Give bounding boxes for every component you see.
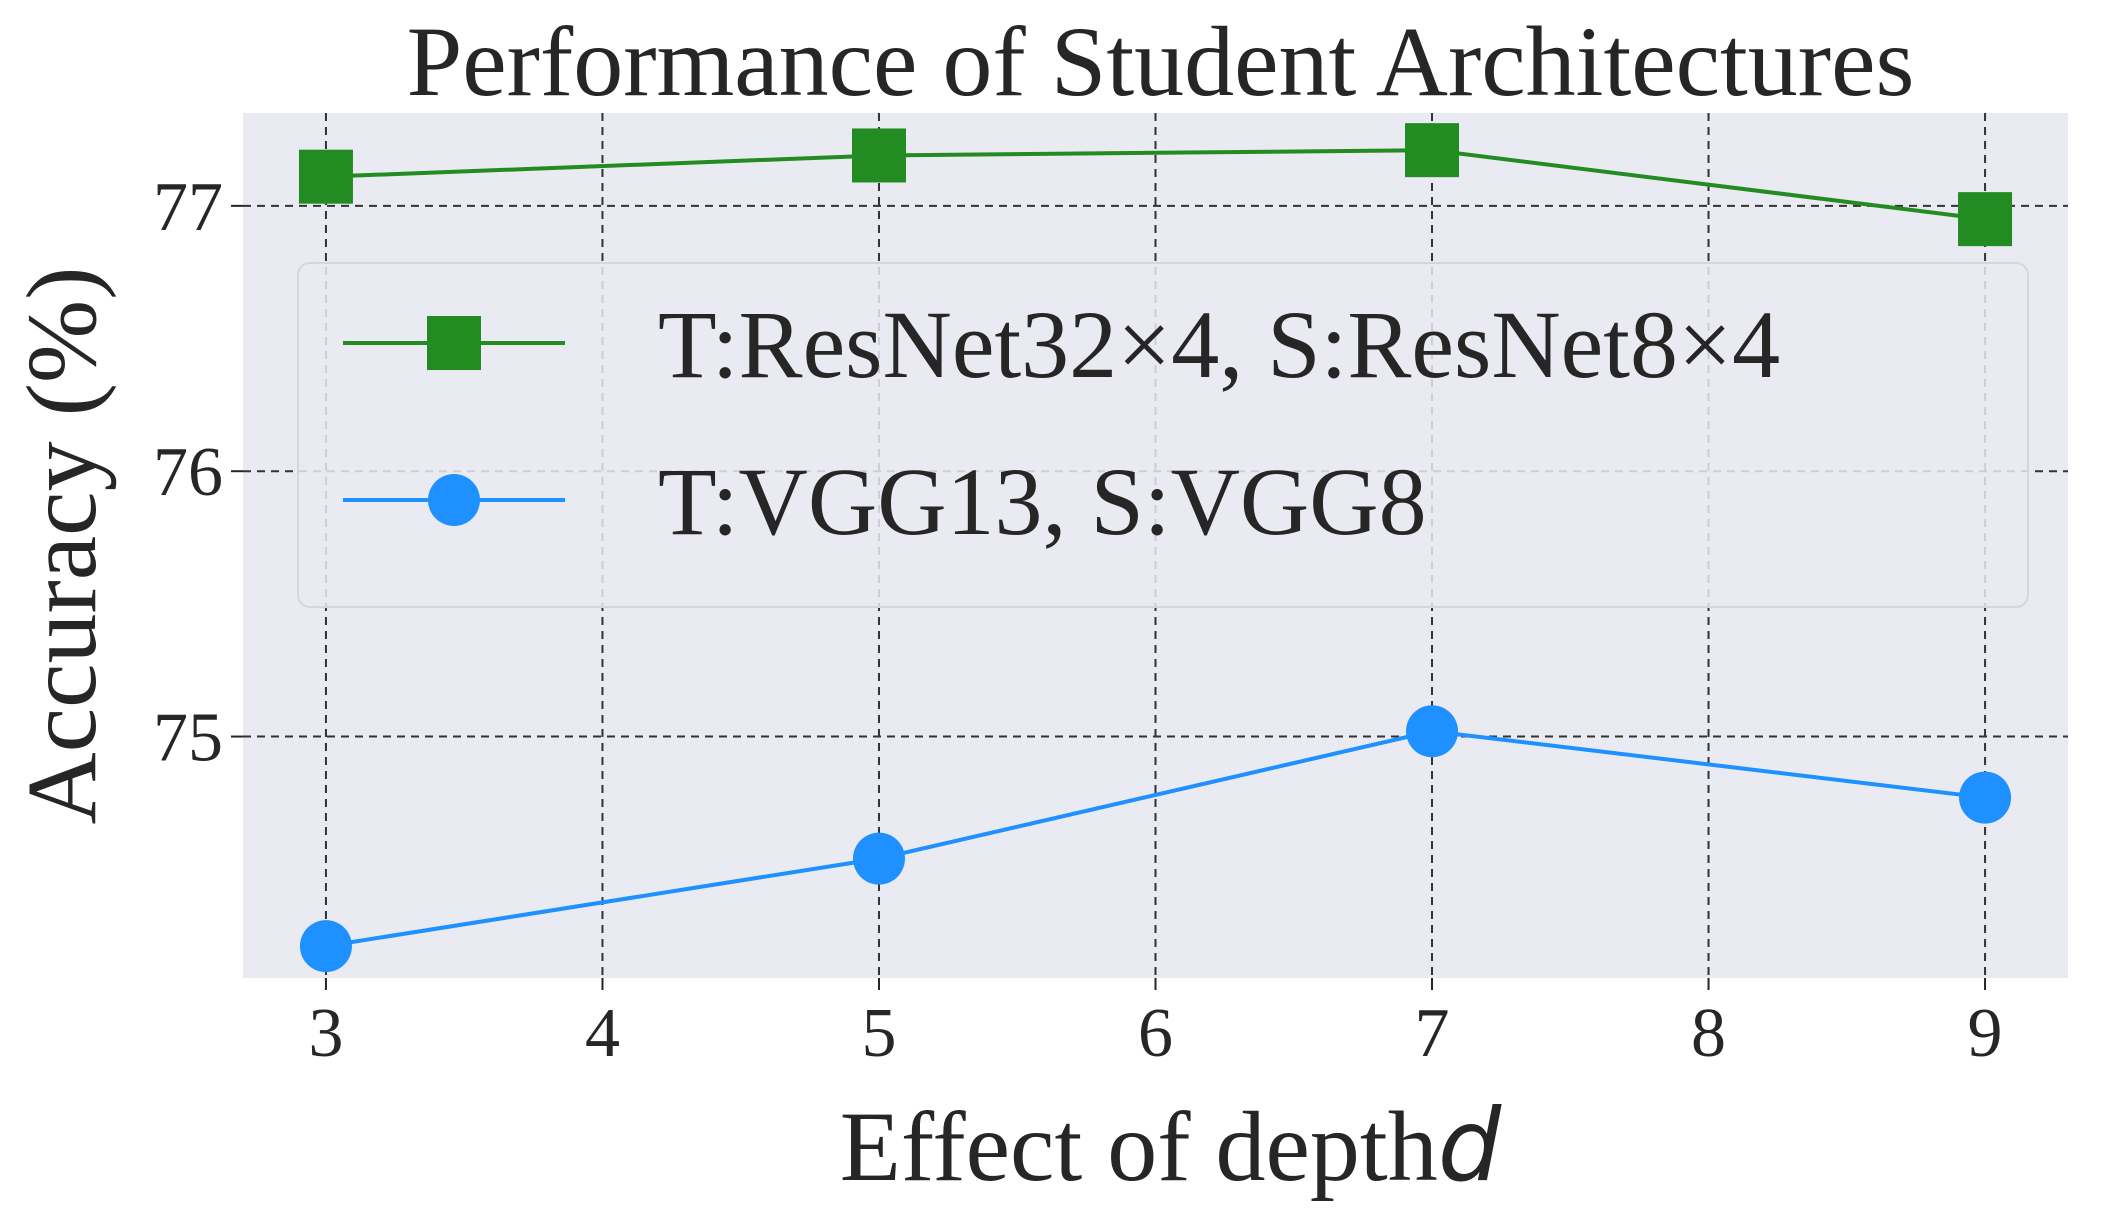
- series-line: [325, 148, 1986, 222]
- data-point-square: [298, 149, 353, 204]
- x-tick-label: 9: [1968, 995, 2003, 1072]
- x-tick-label: 6: [1138, 995, 1173, 1072]
- series-2: [299, 705, 2012, 973]
- data-point-square: [1405, 123, 1460, 178]
- data-point-circle: [1959, 771, 2012, 824]
- data-point-square: [1958, 192, 2013, 247]
- data-point-square: [851, 128, 906, 183]
- legend-label: T:ResNet32×4, S:ResNet8×4: [658, 291, 1780, 398]
- y-tick-label: 76: [153, 434, 223, 511]
- x-tick-label: 5: [861, 995, 896, 1072]
- legend: T:ResNet32×4, S:ResNet8×4 T:VGG13, S:VGG8: [297, 262, 2029, 608]
- y-axis-label: Accuracy (%): [6, 267, 117, 825]
- data-point-square: [427, 316, 481, 370]
- x-tick-label: 8: [1691, 995, 1726, 1072]
- legend-label: T:VGG13, S:VGG8: [658, 448, 1427, 555]
- chart-title: Performance of Student Architectures: [407, 6, 1915, 117]
- x-axis-label: Effect of depthd: [840, 1087, 1502, 1204]
- x-tick-label: 4: [585, 995, 620, 1072]
- x-axis-ticks: 3 4 5 6 7 8 9: [308, 978, 2003, 1072]
- legend-box: [297, 262, 2029, 608]
- series-line: [325, 729, 1986, 949]
- data-point-circle: [852, 832, 905, 885]
- x-axis-label-text: Effect of depth: [840, 1091, 1438, 1202]
- x-tick-label: 7: [1415, 995, 1450, 1072]
- series-group: [298, 123, 2013, 973]
- series-1: [298, 123, 2013, 247]
- x-axis-label-variable: d: [1438, 1087, 1502, 1204]
- legend-entry: T:VGG13, S:VGG8: [343, 448, 1427, 555]
- x-tick-label: 3: [308, 995, 343, 1072]
- data-point-circle: [299, 920, 352, 973]
- y-tick-label: 77: [153, 169, 223, 246]
- y-tick-label: 75: [153, 700, 223, 777]
- data-point-circle: [428, 474, 480, 526]
- legend-entry: T:ResNet32×4, S:ResNet8×4: [343, 291, 1780, 398]
- data-point-circle: [1406, 705, 1459, 758]
- y-axis-ticks: 75 76 77: [153, 169, 243, 777]
